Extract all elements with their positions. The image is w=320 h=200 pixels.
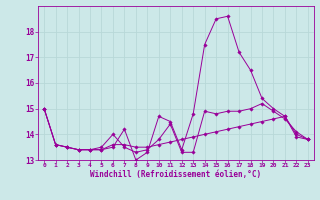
X-axis label: Windchill (Refroidissement éolien,°C): Windchill (Refroidissement éolien,°C): [91, 170, 261, 179]
